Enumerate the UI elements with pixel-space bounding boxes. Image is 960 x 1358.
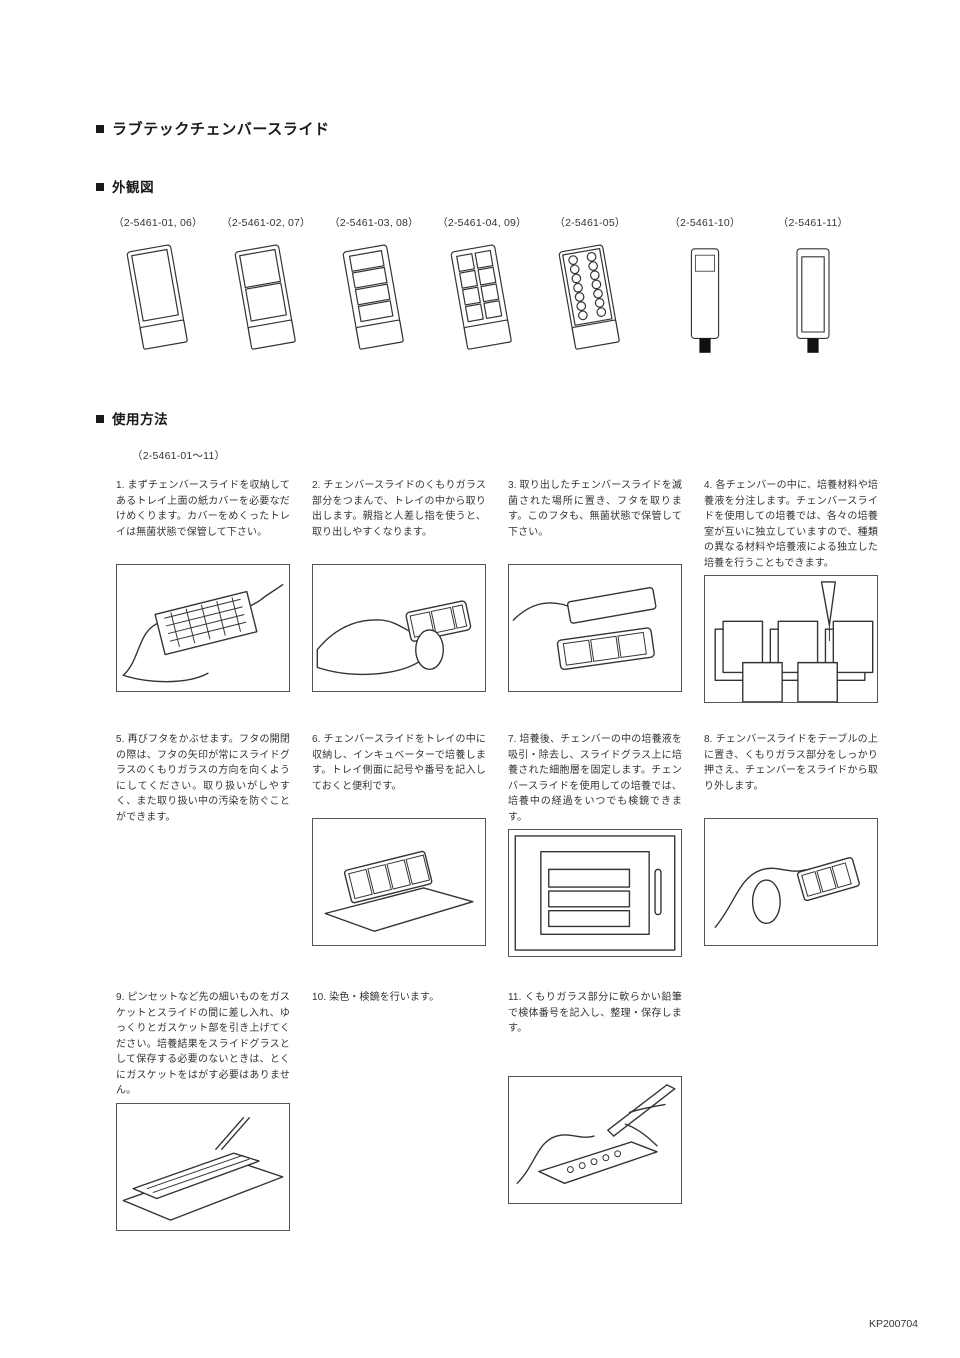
step-11: 11. くもりガラス部分に軟らかい鉛筆で検体番号を記入し、整理・保存します。 bbox=[508, 990, 682, 1231]
step-3: 3. 取り出したチェンバースライドを滅菌された場所に置き、フタを取ります。このフ… bbox=[508, 478, 682, 703]
step-6-illustration bbox=[312, 818, 486, 946]
usage-part-ref: （2-5461-01～11） bbox=[132, 448, 225, 463]
thumb-flask-a-icon bbox=[677, 234, 733, 374]
thumb-1well: （2-5461-01, 06） bbox=[108, 215, 208, 370]
step-3-number: 3. bbox=[508, 480, 517, 491]
thumb-16well: （2-5461-05） bbox=[540, 215, 640, 370]
step-4-illustration bbox=[704, 575, 878, 703]
footer-code: KP200704 bbox=[869, 1318, 918, 1330]
thumb-flask-a: （2-5461-10） bbox=[660, 215, 750, 374]
step-8: 8. チェンバースライドをテーブルの上に置き、くもりガラス部分をしっかり押さえ、… bbox=[704, 732, 878, 957]
partno-2: （2-5461-02, 07） bbox=[216, 215, 316, 230]
step-9: 9. ピンセットなど先の細いものをガスケットとスライドの間に差し入れ、ゆっくりと… bbox=[116, 990, 290, 1231]
step-2-text: チェンバースライドのくもりガラス部分をつまんで、トレイの中から取り出します。親指… bbox=[312, 480, 486, 538]
step-9-number: 9. bbox=[116, 992, 125, 1003]
step-2: 2. チェンバースライドのくもりガラス部分をつまんで、トレイの中から取り出します… bbox=[312, 478, 486, 703]
thumb-flask-b: （2-5461-11） bbox=[768, 215, 858, 374]
partno-1: （2-5461-01, 06） bbox=[108, 215, 208, 230]
step-9-illustration bbox=[116, 1103, 290, 1231]
step-10-number: 10. bbox=[312, 992, 326, 1003]
step-7-illustration bbox=[508, 829, 682, 957]
step-11-text: くもりガラス部分に軟らかい鉛筆で検体番号を記入し、整理・保存します。 bbox=[508, 992, 682, 1034]
thumb-4well-icon bbox=[340, 234, 408, 370]
step-5: 5. 再びフタをかぶせます。フタの開閉の際は、フタの矢印が常にスライドグラスのく… bbox=[116, 732, 290, 957]
section-usage-heading: 使用方法 bbox=[96, 408, 168, 428]
thumb-2well: （2-5461-02, 07） bbox=[216, 215, 316, 370]
step-2-illustration bbox=[312, 564, 486, 692]
steps-row-2: 5. 再びフタをかぶせます。フタの開閉の際は、フタの矢印が常にスライドグラスのく… bbox=[116, 732, 878, 957]
step-10: 10. 染色・検鏡を行います。 bbox=[312, 990, 486, 1231]
step-3-text: 取り出したチェンバースライドを滅菌された場所に置き、フタを取ります。このフタも、… bbox=[508, 480, 682, 538]
product-thumbnails-row: （2-5461-01, 06） （2-5461-02, 07） bbox=[108, 215, 868, 391]
partno-6: （2-5461-10） bbox=[660, 215, 750, 230]
step-4-number: 4. bbox=[704, 480, 713, 491]
step-4: 4. 各チェンバーの中に、培養材料や培養液を分注します。チェンバースライドを使用… bbox=[704, 478, 878, 703]
step-1: 1. まずチェンバースライドを収納してあるトレイ上面の紙カバーを必要なだけめくり… bbox=[116, 478, 290, 703]
step-6-number: 6. bbox=[312, 734, 321, 745]
thumb-1well-icon bbox=[124, 234, 192, 370]
step-11-number: 11. bbox=[508, 992, 521, 1003]
thumb-4well: （2-5461-03, 08） bbox=[324, 215, 424, 370]
step-8-number: 8. bbox=[704, 734, 713, 745]
partno-5: （2-5461-05） bbox=[540, 215, 640, 230]
step-7: 7. 培養後、チェンバーの中の培養液を吸引・除去し、スライドグラス上に培養された… bbox=[508, 732, 682, 957]
step-7-text: 培養後、チェンバーの中の培養液を吸引・除去し、スライドグラス上に培養された細胞層… bbox=[508, 734, 682, 823]
step-1-number: 1. bbox=[116, 480, 125, 491]
step-1-text: まずチェンバースライドを収納してあるトレイ上面の紙カバーを必要なだけめくります。… bbox=[116, 480, 290, 538]
thumb-16well-icon bbox=[556, 234, 624, 370]
thumb-8well-icon bbox=[448, 234, 516, 370]
step-5-number: 5. bbox=[116, 734, 125, 745]
step-5-text: 再びフタをかぶせます。フタの開閉の際は、フタの矢印が常にスライドグラスのくもりガ… bbox=[116, 734, 290, 823]
step-10-text: 染色・検鏡を行います。 bbox=[329, 992, 439, 1003]
step-3-illustration bbox=[508, 564, 682, 692]
thumb-8well: （2-5461-04, 09） bbox=[432, 215, 532, 370]
step-2-number: 2. bbox=[312, 480, 321, 491]
doc-title: ラブテックチェンバースライド bbox=[96, 118, 330, 139]
thumb-flask-b-icon bbox=[785, 234, 841, 374]
partno-7: （2-5461-11） bbox=[768, 215, 858, 230]
step-7-number: 7. bbox=[508, 734, 517, 745]
step-11-illustration bbox=[508, 1076, 682, 1204]
thumb-2well-icon bbox=[232, 234, 300, 370]
step-4-text: 各チェンバーの中に、培養材料や培養液を分注します。チェンバースライドを使用しての… bbox=[704, 480, 878, 569]
section-overview-heading: 外観図 bbox=[96, 176, 154, 196]
partno-4: （2-5461-04, 09） bbox=[432, 215, 532, 230]
partno-3: （2-5461-03, 08） bbox=[324, 215, 424, 230]
page: ラブテックチェンバースライド 外観図 （2-5461-01, 06） （2-54… bbox=[0, 0, 960, 1358]
steps-row-3: 9. ピンセットなど先の細いものをガスケットとスライドの間に差し入れ、ゆっくりと… bbox=[116, 990, 878, 1231]
step-9-text: ピンセットなど先の細いものをガスケットとスライドの間に差し入れ、ゆっくりとガスケ… bbox=[116, 992, 290, 1096]
step-8-text: チェンバースライドをテーブルの上に置き、くもりガラス部分をしっかり押さえ、チェン… bbox=[704, 734, 878, 792]
step-1-illustration bbox=[116, 564, 290, 692]
step-6: 6. チェンバースライドをトレイの中に収納し、インキュベーターで培養します。トレ… bbox=[312, 732, 486, 957]
step-6-text: チェンバースライドをトレイの中に収納し、インキュベーターで培養します。トレイ側面… bbox=[312, 734, 486, 792]
steps-row-1: 1. まずチェンバースライドを収納してあるトレイ上面の紙カバーを必要なだけめくり… bbox=[116, 478, 878, 703]
step-empty bbox=[704, 990, 878, 1231]
step-8-illustration bbox=[704, 818, 878, 946]
